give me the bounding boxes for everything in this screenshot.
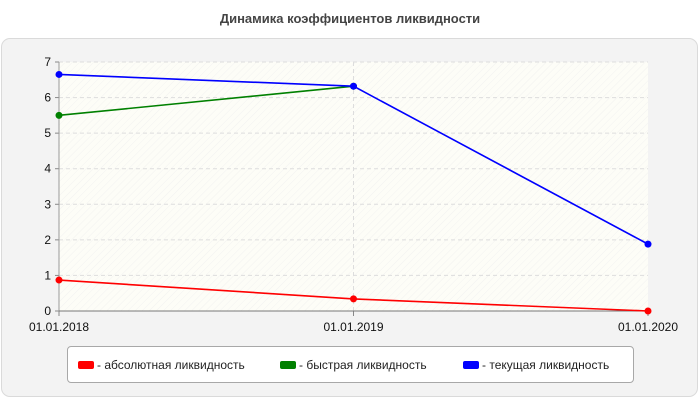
data-point — [644, 240, 652, 248]
y-tick-label: 7 — [44, 55, 51, 69]
legend-label-current: - текущая ликвидность — [482, 357, 610, 372]
data-point — [350, 295, 357, 303]
x-tick-label: 01.01.2019 — [323, 320, 383, 334]
data-point — [55, 111, 63, 119]
y-tick-label: 4 — [44, 162, 51, 176]
y-tick-label: 3 — [44, 197, 51, 211]
tick-labels: 0 1 2 3 4 5 6 7 01.01.2018 01.01.2019 01.01.2020 — [29, 55, 678, 334]
legend-swatch-current — [463, 360, 479, 369]
legend-swatch-absolute — [78, 360, 94, 369]
data-point — [55, 276, 63, 284]
legend-swatch-quick — [280, 360, 296, 369]
series-line-1 — [58, 85, 354, 117]
y-tick-label: 5 — [44, 126, 51, 140]
legend-item-absolute: - абсолютная ликвидность — [78, 347, 245, 382]
legend-label-absolute: - абсолютная ликвидность — [97, 357, 245, 372]
legend: - абсолютная ликвидность - быстрая ликви… — [67, 346, 634, 383]
legend-item-quick: - быстрая ликвидность — [280, 347, 427, 382]
data-point — [350, 82, 357, 90]
x-tick-label: 01.01.2018 — [29, 320, 89, 334]
y-tick-label: 0 — [44, 304, 51, 318]
y-tick-label: 1 — [44, 268, 51, 282]
grid — [59, 61, 648, 311]
x-tick-label: 01.01.2020 — [618, 320, 678, 334]
data-point — [55, 70, 63, 78]
axes — [55, 61, 649, 316]
y-tick-label: 2 — [44, 233, 51, 247]
legend-label-quick: - быстрая ликвидность — [299, 357, 427, 372]
data-point — [644, 307, 652, 315]
y-tick-label: 6 — [44, 91, 51, 105]
plot-area-hatch — [59, 62, 648, 311]
chart-title: Динамика коэффициентов ликвидности — [219, 11, 481, 26]
legend-item-current: - текущая ликвидность — [463, 347, 609, 382]
series-layer — [55, 70, 652, 315]
